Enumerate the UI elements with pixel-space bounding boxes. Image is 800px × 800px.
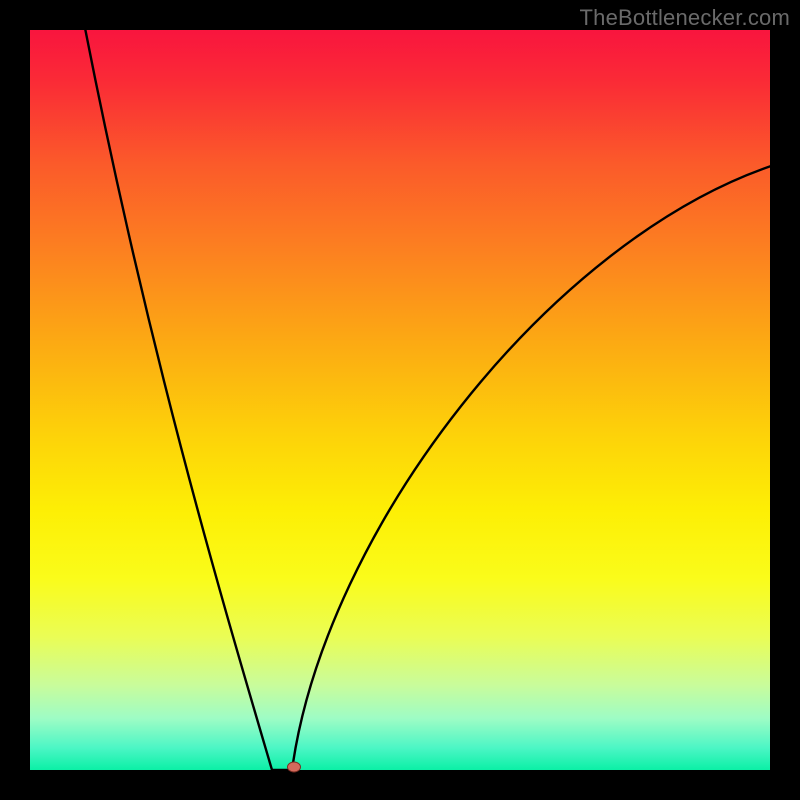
chart-frame: TheBottlenecker.com [0, 0, 800, 800]
bottleneck-curve [0, 0, 800, 800]
watermark-text: TheBottlenecker.com [580, 5, 790, 31]
optimal-point-marker [288, 762, 301, 772]
v-curve-path [85, 28, 774, 770]
